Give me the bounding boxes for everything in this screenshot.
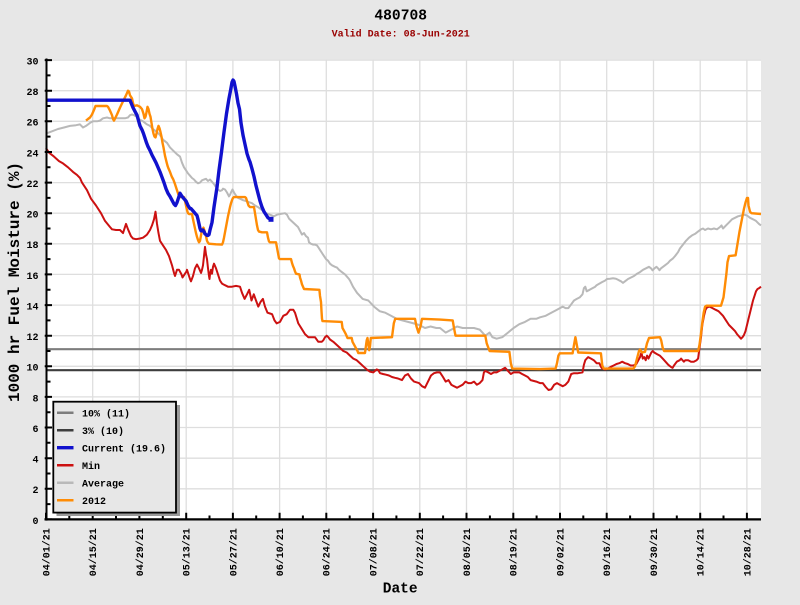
svg-text:Date: Date	[383, 582, 418, 598]
svg-text:28: 28	[26, 88, 38, 99]
svg-text:2: 2	[32, 486, 38, 497]
svg-text:08/19/21: 08/19/21	[509, 528, 521, 576]
svg-text:22: 22	[26, 180, 38, 191]
svg-text:18: 18	[26, 241, 38, 252]
svg-text:16: 16	[26, 272, 38, 283]
svg-text:Current (19.6): Current (19.6)	[82, 443, 166, 455]
svg-text:30: 30	[26, 58, 38, 69]
svg-text:06/10/21: 06/10/21	[275, 528, 287, 576]
svg-text:09/02/21: 09/02/21	[555, 528, 567, 576]
svg-text:14: 14	[26, 303, 38, 314]
svg-text:480708: 480708	[374, 9, 427, 25]
svg-text:8: 8	[32, 394, 38, 405]
svg-text:26: 26	[26, 119, 38, 130]
svg-text:09/30/21: 09/30/21	[649, 528, 661, 576]
svg-text:Valid Date: 08-Jun-2021: Valid Date: 08-Jun-2021	[332, 29, 470, 41]
svg-text:24: 24	[26, 149, 38, 160]
svg-text:3% (10): 3% (10)	[82, 426, 124, 438]
svg-text:10% (11): 10% (11)	[82, 408, 130, 420]
svg-text:04/29/21: 04/29/21	[135, 528, 147, 576]
svg-text:0: 0	[32, 517, 38, 528]
svg-text:10/14/21: 10/14/21	[696, 528, 708, 576]
svg-text:1000 hr Fuel Moisture (%): 1000 hr Fuel Moisture (%)	[6, 162, 24, 402]
svg-text:08/05/21: 08/05/21	[462, 528, 474, 576]
svg-text:Min: Min	[82, 461, 100, 473]
svg-text:06/24/21: 06/24/21	[322, 528, 334, 576]
svg-text:09/16/21: 09/16/21	[602, 528, 614, 576]
svg-text:04/15/21: 04/15/21	[88, 528, 100, 576]
svg-text:20: 20	[26, 211, 38, 222]
svg-text:6: 6	[32, 425, 38, 436]
svg-text:Average: Average	[82, 479, 124, 490]
svg-text:07/08/21: 07/08/21	[369, 528, 381, 576]
svg-text:05/13/21: 05/13/21	[182, 528, 194, 576]
svg-text:05/27/21: 05/27/21	[228, 528, 240, 576]
svg-text:10/28/21: 10/28/21	[742, 528, 754, 576]
svg-text:4: 4	[32, 456, 38, 467]
svg-text:07/22/21: 07/22/21	[415, 528, 427, 576]
svg-text:10: 10	[26, 364, 38, 375]
svg-text:2012: 2012	[82, 497, 106, 508]
svg-text:12: 12	[26, 333, 38, 344]
svg-text:04/01/21: 04/01/21	[41, 528, 53, 576]
